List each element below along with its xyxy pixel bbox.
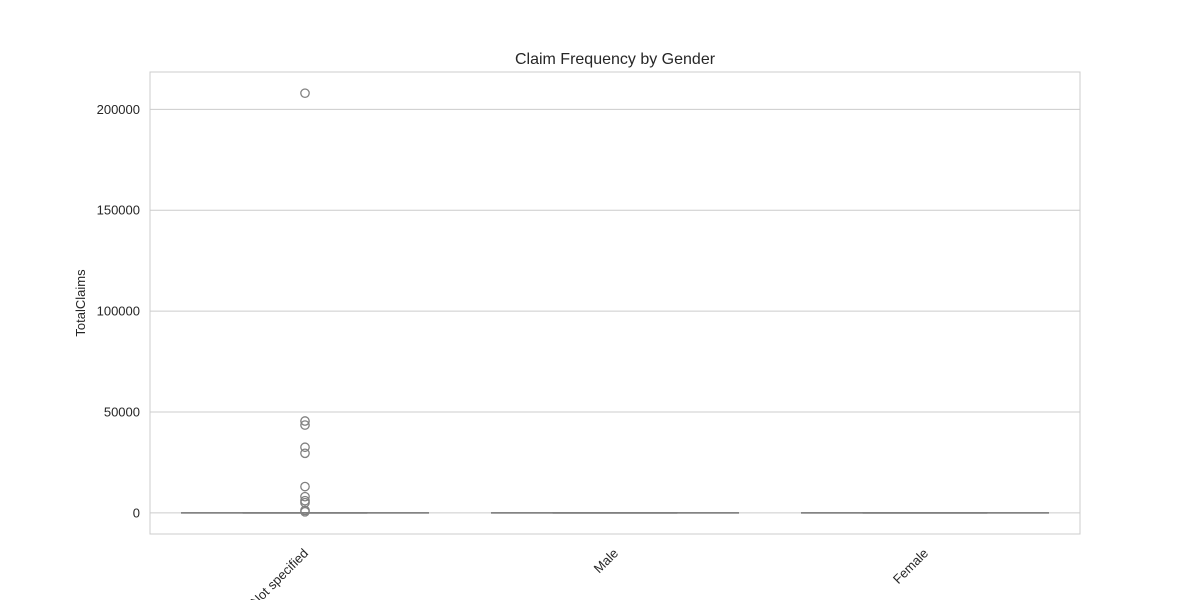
y-tick-label: 50000	[104, 404, 140, 419]
x-tick-label: Male	[591, 546, 622, 577]
plot-frame	[149, 71, 1081, 535]
y-axis-label: TotalClaims	[73, 269, 88, 337]
outlier-point	[300, 88, 310, 99]
outlier-point	[300, 442, 310, 453]
outlier-point	[300, 481, 310, 492]
outlier-point	[300, 506, 310, 517]
y-tick-label: 0	[133, 505, 140, 520]
x-tick-labels: Not specified Male Female	[247, 546, 931, 600]
y-tick-label: 100000	[97, 304, 140, 319]
grid-lines	[150, 108, 1080, 514]
x-tick-label: Not specified	[247, 546, 311, 600]
chart-title: Claim Frequency by Gender	[515, 51, 716, 68]
outlier-point	[300, 497, 310, 508]
y-tick-label: 200000	[97, 102, 140, 117]
y-tick-labels: 0 50000 100000 150000 200000	[97, 102, 140, 520]
outlier-point	[300, 420, 310, 430]
box-plot-1	[181, 88, 429, 517]
x-tick-label: Female	[890, 546, 931, 587]
outlier-point	[300, 491, 310, 502]
outlier-point	[300, 448, 310, 459]
y-tick-label: 150000	[97, 203, 140, 218]
outlier-point	[300, 416, 310, 426]
box-plots	[181, 88, 1049, 517]
